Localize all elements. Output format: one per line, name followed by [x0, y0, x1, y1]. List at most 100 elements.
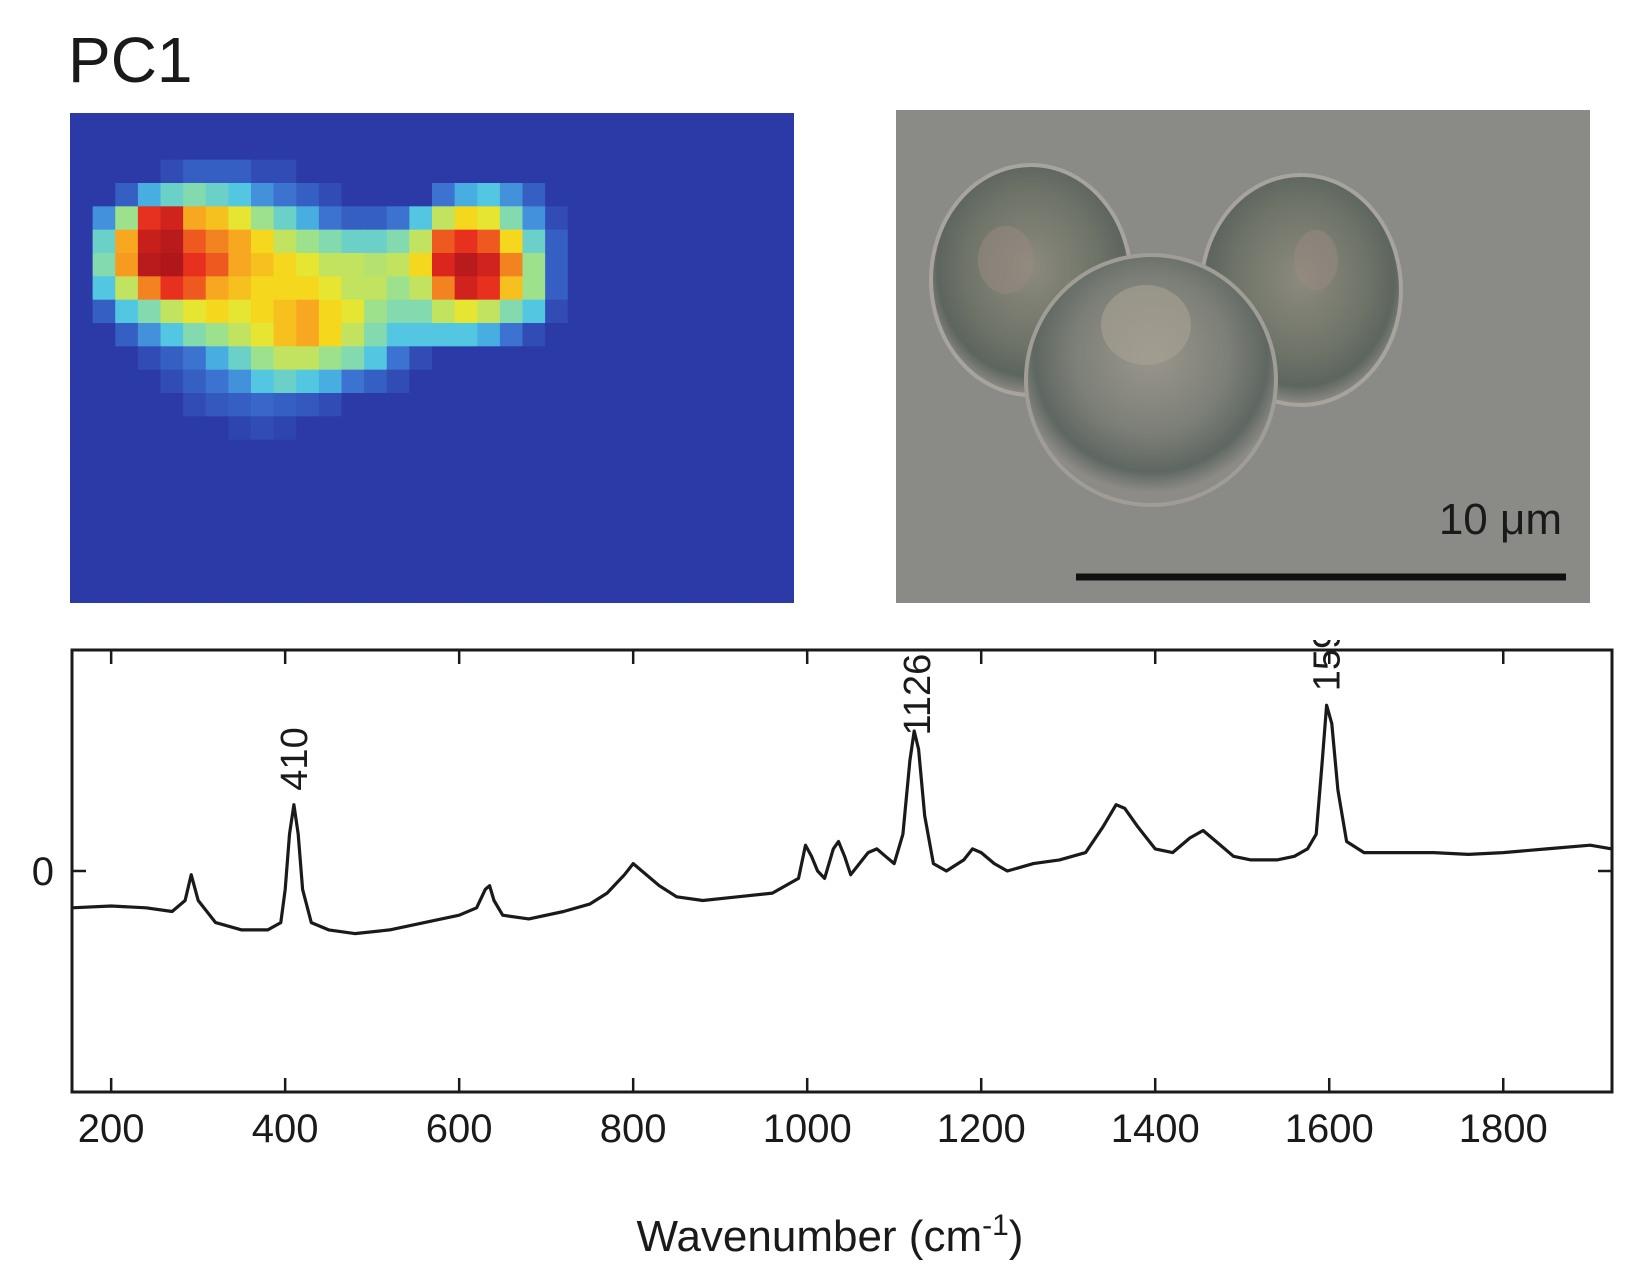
heatmap-cell [228, 439, 252, 464]
heatmap-cell [635, 253, 659, 277]
heatmap-cell [160, 229, 184, 254]
heatmap-cell [522, 416, 546, 441]
heatmap-cell [635, 486, 659, 511]
heatmap-cell [432, 183, 456, 207]
heatmap-cell [92, 229, 116, 254]
heatmap-cell [499, 556, 524, 581]
heatmap-cell [522, 159, 546, 184]
heatmap-cell [748, 159, 772, 184]
heatmap-cell [70, 113, 94, 137]
heatmap-cell [92, 369, 116, 394]
heatmap-cell [115, 463, 139, 487]
heatmap-cell [183, 533, 207, 557]
heatmap-cell [567, 533, 591, 557]
heatmap-cell [228, 136, 252, 161]
heatmap-cell [454, 463, 478, 487]
heatmap-cell [137, 579, 162, 603]
heatmap-cell [70, 159, 94, 184]
heatmap-cell [228, 463, 252, 487]
heatmap-cell [273, 556, 297, 581]
heatmap-cell [364, 533, 388, 557]
heatmap-cell [635, 439, 659, 464]
heatmap-cell [386, 346, 410, 371]
heatmap-cell [137, 533, 162, 557]
heatmap-cell [70, 229, 94, 254]
heatmap-cell [499, 369, 524, 394]
heatmap-cell [726, 533, 750, 557]
heatmap-cell [409, 113, 433, 137]
heatmap-cell [748, 439, 772, 464]
heatmap-cell [680, 323, 705, 347]
heatmap-cell [726, 136, 750, 161]
heatmap-cell [477, 556, 501, 581]
heatmap-cell [680, 579, 705, 603]
heatmap-cell [296, 416, 320, 441]
heatmap-cell [771, 556, 794, 581]
heatmap-cell [318, 463, 343, 487]
heatmap-cell [658, 183, 682, 207]
heatmap-cell [477, 346, 501, 371]
heatmap-cell [680, 136, 705, 161]
heatmap-cell [477, 393, 501, 417]
heatmap-cell [613, 113, 637, 137]
heatmap-cell [228, 206, 252, 231]
heatmap-cell [70, 253, 94, 277]
heatmap-cell [318, 113, 343, 137]
heatmap-cell [115, 393, 139, 417]
heatmap-cell [567, 346, 591, 371]
heatmap-cell [748, 113, 772, 137]
heatmap-cell [137, 369, 162, 394]
heatmap-cell [364, 206, 388, 231]
heatmap-cell [228, 393, 252, 417]
heatmap-cell [522, 579, 546, 603]
heatmap-cell [92, 136, 116, 161]
heatmap-cell [341, 323, 365, 347]
x-axis-title-suffix: ) [1009, 1212, 1024, 1261]
heatmap-cell [341, 486, 365, 511]
heatmap-cell [296, 323, 320, 347]
heatmap-cell [205, 276, 229, 301]
heatmap-cell [341, 113, 365, 137]
heatmap-cell [137, 299, 162, 324]
heatmap-cell [499, 206, 524, 231]
heatmap-cell [771, 159, 794, 184]
heatmap-cell [590, 579, 614, 603]
heatmap-cell [726, 159, 750, 184]
pc1-loading-spectrum: 200 400 600 800 1000 1200 1400 1600 1800 0 410 11… [32, 640, 1614, 1261]
heatmap-cell [251, 113, 275, 137]
heatmap-cell [296, 439, 320, 464]
heatmap-cell [341, 206, 365, 231]
heatmap-cell [386, 439, 410, 464]
heatmap-cell [183, 393, 207, 417]
heatmap-cell [137, 439, 162, 464]
heatmap-cell [318, 556, 343, 581]
heatmap-cell [726, 509, 750, 534]
heatmap-cell [273, 183, 297, 207]
heatmap-cell [386, 416, 410, 441]
heatmap-cell [567, 579, 591, 603]
heatmap-cell [137, 159, 162, 184]
heatmap-cell [183, 463, 207, 487]
heatmap-cell [703, 183, 727, 207]
heatmap-cell [70, 463, 94, 487]
heatmap-cell [748, 346, 772, 371]
heatmap-cell [386, 533, 410, 557]
heatmap-cell [183, 253, 207, 277]
heatmap-cell [205, 439, 229, 464]
heatmap-cell [635, 113, 659, 137]
heatmap-cell [635, 416, 659, 441]
heatmap-cell [205, 159, 229, 184]
heatmap-cell [137, 113, 162, 137]
heatmap-cell [364, 299, 388, 324]
heatmap-cell [386, 136, 410, 161]
heatmap-cell [296, 276, 320, 301]
heatmap-cell [92, 439, 116, 464]
heatmap-cell [477, 136, 501, 161]
heatmap-cell [635, 323, 659, 347]
heatmap-cell [726, 229, 750, 254]
heatmap-cell [318, 136, 343, 161]
heatmap-cell [183, 579, 207, 603]
heatmap-cell [92, 416, 116, 441]
heatmap-cell [771, 206, 794, 231]
heatmap-cell [273, 323, 297, 347]
